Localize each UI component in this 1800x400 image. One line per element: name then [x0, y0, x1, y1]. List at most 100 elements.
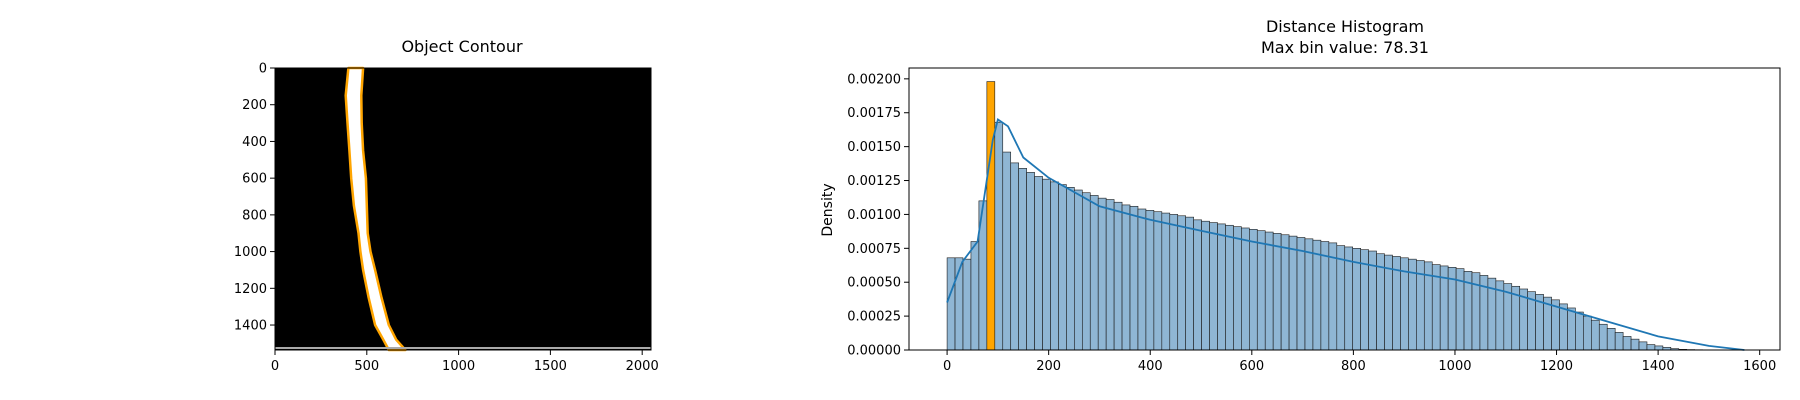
histogram-bar [1606, 328, 1616, 351]
contour-title: Object Contour [401, 37, 523, 56]
histogram-bar [1559, 303, 1568, 351]
histogram-x-tick-label: 200 [1036, 359, 1061, 374]
histogram-x-tick-label: 0 [943, 359, 951, 374]
histogram-bar [1256, 230, 1266, 351]
histogram-bar [1026, 172, 1035, 351]
histogram-bar [1225, 224, 1234, 351]
histogram-bar-max [986, 81, 996, 351]
histogram-bar [1018, 168, 1027, 351]
contour-panel: Object Contour 0 500 1000 1500 2000 0 200 400 6… [234, 37, 659, 374]
histogram-bar [1137, 208, 1147, 351]
histogram-bar [1217, 223, 1226, 351]
histogram-subtitle: Max bin value: 78.31 [1261, 38, 1429, 57]
histogram-bar [1169, 214, 1179, 351]
histogram-bar [1280, 234, 1290, 351]
histogram-bar [1034, 176, 1043, 351]
histogram-bar [1113, 201, 1123, 351]
histogram-bar [1097, 197, 1107, 351]
contour-y-tick-label: 400 [242, 135, 267, 150]
histogram-y-axis-label: Density [820, 183, 836, 236]
histogram-bar [1010, 162, 1019, 351]
histogram-bar [1646, 344, 1656, 351]
histogram-bar [1121, 204, 1131, 351]
histogram-bar [1630, 338, 1640, 351]
histogram-bar [1177, 215, 1186, 351]
histogram-bar [1129, 205, 1139, 351]
contour-y-tick-label: 1400 [234, 319, 267, 334]
histogram-bar [1209, 222, 1218, 351]
contour-y-tick-label: 600 [242, 172, 267, 187]
histogram-x-tick-label: 400 [1138, 359, 1163, 374]
histogram-panel: Distance Histogram Max bin value: 78.31 … [820, 17, 1781, 374]
histogram-bar [1336, 245, 1346, 351]
histogram-bar [1074, 189, 1083, 351]
contour-x-tick-label: 500 [354, 359, 379, 374]
histogram-bar [1575, 311, 1584, 351]
histogram-y-tick-label: 0.00025 [847, 310, 901, 325]
histogram-bar [1193, 219, 1202, 351]
histogram-bar [1622, 336, 1632, 351]
contour-y-tick-label: 1200 [234, 282, 267, 297]
histogram-plot-frame [908, 67, 1781, 351]
histogram-bar [1638, 341, 1648, 351]
contour-image-background [275, 68, 651, 350]
contour-image-frame [274, 67, 652, 351]
histogram-x-tick-label: 600 [1239, 359, 1264, 374]
histogram-bar [1105, 199, 1115, 351]
contour-x-tick-label: 0 [271, 359, 279, 374]
contour-y-tick-label: 0 [259, 62, 267, 77]
histogram-bar [1320, 241, 1330, 351]
histogram-x-tick-label: 1000 [1438, 359, 1471, 374]
histogram-y-tick-label: 0.00050 [847, 276, 901, 291]
histogram-x-axis: 0 200 400 600 800 1000 1200 1400 1600 [943, 350, 1776, 374]
histogram-bar [1058, 184, 1067, 351]
histogram-x-tick-label: 1400 [1642, 359, 1675, 374]
histogram-bar [1249, 229, 1258, 351]
contour-x-axis: 0 500 1000 1500 2000 [271, 350, 659, 374]
histogram-bar [1304, 238, 1314, 351]
histogram-bar [1344, 246, 1353, 351]
kde-curve [946, 118, 1745, 351]
histogram-title: Distance Histogram [1266, 17, 1424, 36]
contour-y-axis: 0 200 400 600 800 1000 1200 1400 [234, 62, 275, 334]
contour-y-tick-label: 1000 [234, 245, 267, 260]
histogram-bar [946, 257, 956, 351]
histogram-bar [1002, 151, 1012, 351]
histogram-x-tick-label: 1200 [1540, 359, 1573, 374]
histogram-bar [970, 241, 980, 351]
contour-x-tick-label: 2000 [626, 359, 659, 374]
histogram-bar [962, 258, 972, 351]
histogram-x-tick-label: 800 [1341, 359, 1366, 374]
histogram-bar [1272, 233, 1282, 351]
histogram-bar [1567, 307, 1576, 351]
histogram-bar [1296, 237, 1306, 351]
histogram-bar [1288, 235, 1298, 351]
contour-y-tick-label: 800 [242, 208, 267, 223]
histogram-bar [1145, 210, 1155, 351]
histogram-y-tick-label: 0.00000 [847, 344, 901, 359]
histogram-bar [1233, 226, 1242, 351]
histogram-bar [1082, 192, 1091, 351]
histogram-bar [1264, 231, 1274, 351]
histogram-y-tick-label: 0.00125 [847, 174, 901, 189]
histogram-x-tick-label: 1600 [1743, 359, 1776, 374]
histogram-bar [1050, 181, 1059, 351]
histogram-bar [1591, 319, 1600, 351]
histogram-y-axis: 0.00000 0.00025 0.00050 0.00075 0.00100 0.001… [847, 72, 909, 359]
histogram-bars [946, 81, 1743, 351]
histogram-bar [1583, 315, 1592, 351]
histogram-bar [994, 121, 1004, 351]
histogram-bar [1598, 323, 1608, 351]
histogram-bar [1066, 187, 1075, 351]
histogram-bar [1042, 178, 1051, 351]
histogram-y-tick-label: 0.00100 [847, 208, 901, 223]
histogram-bar [1614, 332, 1624, 351]
contour-x-tick-label: 1500 [534, 359, 567, 374]
contour-x-tick-label: 1000 [442, 359, 475, 374]
histogram-y-tick-label: 0.00175 [847, 106, 901, 121]
histogram-y-tick-label: 0.00150 [847, 140, 901, 155]
histogram-bar [1312, 239, 1322, 351]
contour-y-tick-label: 200 [242, 98, 267, 113]
histogram-bar [1161, 212, 1171, 351]
